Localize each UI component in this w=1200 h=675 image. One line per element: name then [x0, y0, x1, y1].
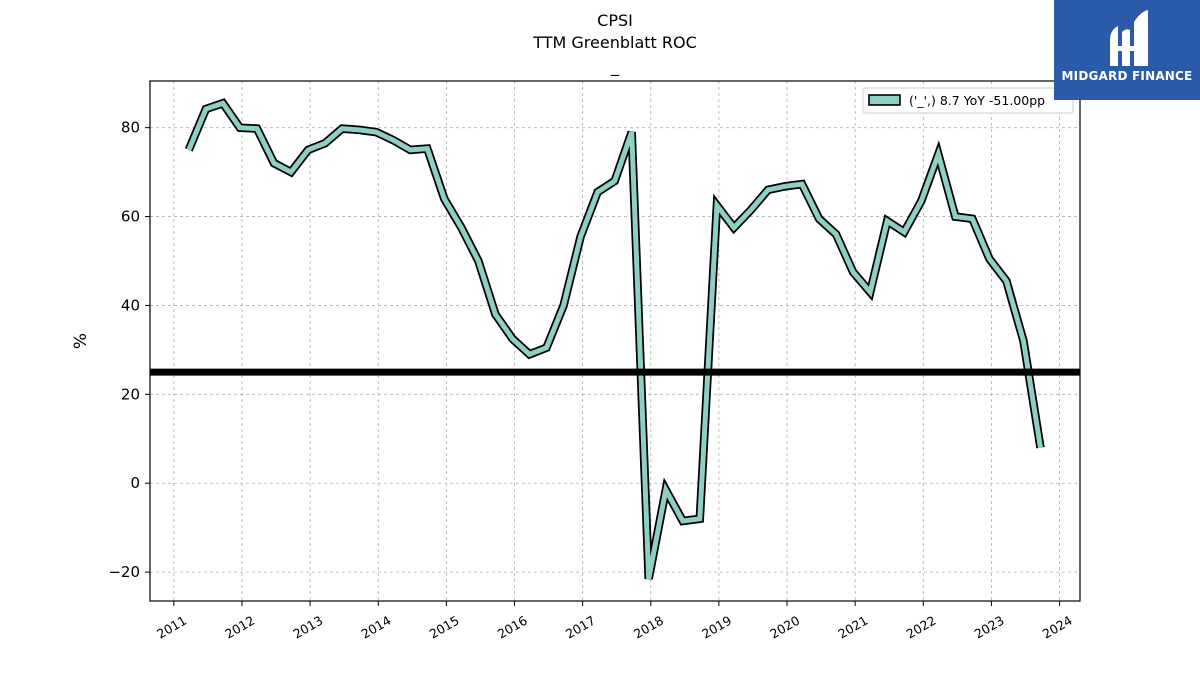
- x-tick-label-3: 2014: [358, 613, 393, 642]
- y-tick-label-2: 20: [121, 385, 140, 403]
- y-axis: −20 0 20 40 60 80: [108, 119, 150, 581]
- midgard-finance-logo: MIDGARD FINANCE: [1054, 0, 1200, 100]
- legend-entry-label: ('_',) 8.7 YoY -51.00pp: [909, 93, 1045, 108]
- x-tick-label-2: 2013: [290, 613, 325, 642]
- grid-lines: [150, 81, 1080, 601]
- plot-frame: [149, 80, 1081, 602]
- y-axis-label: %: [71, 333, 91, 349]
- series-line-0: [186, 100, 1043, 580]
- logo-mark-icon: [1110, 10, 1148, 66]
- x-tick-label-1: 2012: [222, 613, 257, 642]
- x-tick-label-10: 2021: [835, 613, 870, 642]
- chart-subtitle-2: _: [610, 57, 620, 77]
- x-tick-label-6: 2017: [563, 613, 598, 642]
- x-tick-label-13: 2024: [1040, 613, 1075, 642]
- x-axis: 2011 2012 2013 2014 2015 2016 2017 2018 2019 2020…: [154, 601, 1075, 642]
- series-layer: [184, 98, 1045, 580]
- y-tick-label-4: 60: [121, 208, 140, 226]
- x-tick-label-8: 2019: [699, 613, 734, 642]
- x-tick-label-4: 2015: [427, 613, 462, 642]
- legend-swatch: [868, 94, 901, 106]
- x-tick-label-5: 2016: [495, 613, 530, 642]
- y-tick-label-1: 0: [130, 474, 140, 492]
- y-tick-label-0: −20: [108, 563, 140, 581]
- x-tick-label-9: 2020: [767, 613, 802, 642]
- logo-text: MIDGARD FINANCE: [1062, 69, 1193, 83]
- chart-subtitle: TTM Greenblatt ROC: [532, 33, 697, 52]
- y-tick-label-5: 80: [121, 119, 140, 137]
- x-tick-label-7: 2018: [631, 613, 666, 642]
- x-tick-label-11: 2022: [904, 613, 939, 642]
- legend-box: [862, 87, 1074, 114]
- x-tick-label-0: 2011: [154, 613, 189, 642]
- chart-title: CPSI: [597, 11, 633, 30]
- legend: ('_',) 8.7 YoY -51.00pp: [862, 87, 1074, 114]
- x-tick-label-12: 2023: [972, 613, 1007, 642]
- y-tick-label-3: 40: [121, 296, 140, 314]
